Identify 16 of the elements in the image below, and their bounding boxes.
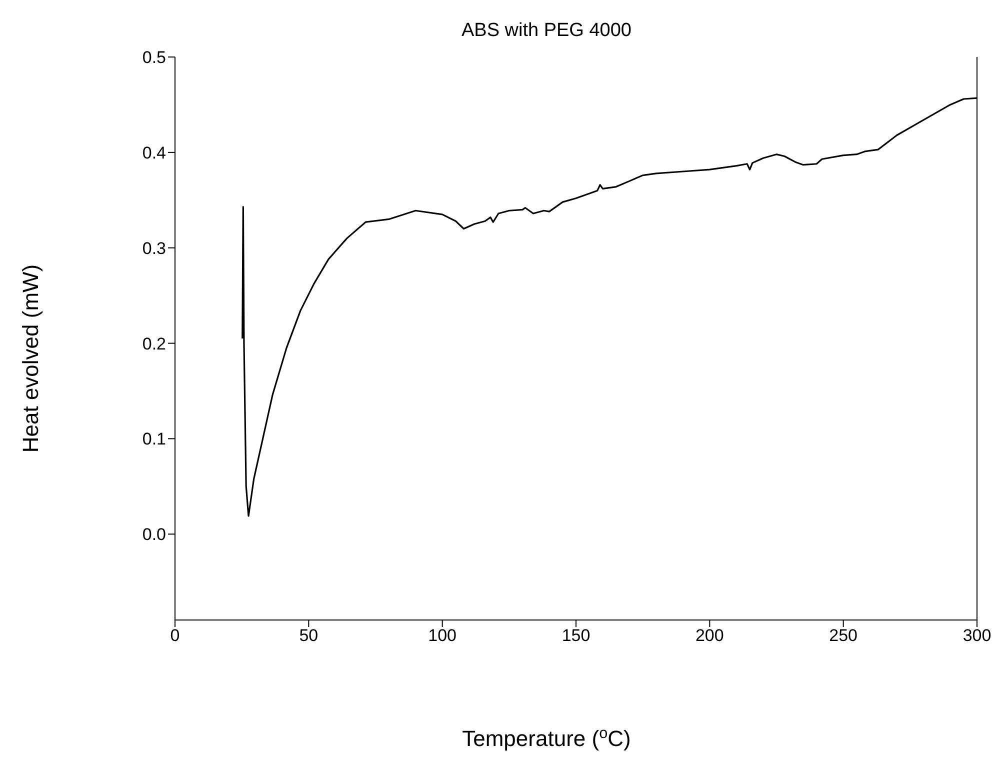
y-tick-label: 0.0 bbox=[142, 525, 166, 544]
y-tick-label: 0.4 bbox=[142, 143, 166, 162]
chart-title: ABS with PEG 4000 bbox=[461, 20, 632, 41]
x-tick-label: 50 bbox=[299, 626, 318, 646]
y-axis-title: Heat evolved (mW) bbox=[18, 264, 43, 453]
x-tick-label: 100 bbox=[428, 626, 457, 646]
x-tick-label: 150 bbox=[562, 626, 590, 646]
x-tick-label: 300 bbox=[962, 626, 992, 646]
x-tick-label: 0 bbox=[170, 626, 180, 646]
x-tick-label: 200 bbox=[695, 626, 724, 646]
x-axis-title: Temperature ($^{o}$C) bbox=[462, 724, 631, 751]
y-tick-label: 0.1 bbox=[142, 430, 166, 449]
y-tick-label: 0.5 bbox=[142, 48, 166, 68]
y-tick-label: 0.3 bbox=[142, 238, 166, 258]
y-tick-label: 0.2 bbox=[142, 334, 166, 354]
x-tick-label: 250 bbox=[829, 626, 858, 646]
